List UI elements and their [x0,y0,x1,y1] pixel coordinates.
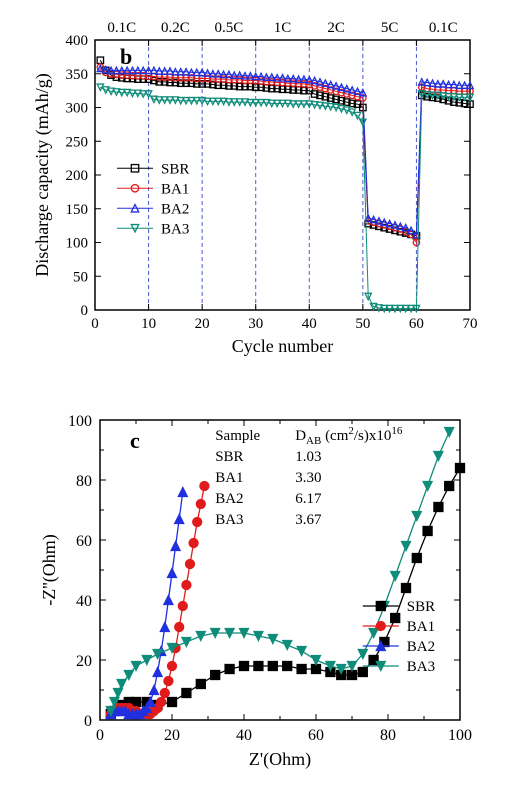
svg-text:40: 40 [302,316,317,332]
svg-text:350: 350 [66,67,89,83]
svg-text:SBR: SBR [215,449,243,465]
svg-text:40: 40 [236,727,252,744]
svg-text:70: 70 [463,316,478,332]
svg-text:60: 60 [409,316,424,332]
svg-text:0: 0 [96,727,104,744]
svg-text:100: 100 [68,413,92,430]
svg-text:1C: 1C [274,20,292,36]
svg-text:0.2C: 0.2C [161,20,190,36]
svg-text:0.5C: 0.5C [215,20,244,36]
svg-text:30: 30 [248,316,263,332]
series-SBR [106,464,464,719]
svg-text:BA1: BA1 [407,619,435,635]
svg-text:60: 60 [308,727,324,744]
svg-text:BA2: BA2 [161,201,189,217]
svg-text:BA1: BA1 [161,181,189,197]
svg-text:20: 20 [195,316,210,332]
svg-text:Cycle number: Cycle number [232,336,333,356]
svg-text:SBR: SBR [407,599,435,615]
svg-text:3.67: 3.67 [295,512,322,528]
svg-text:Z'(Ohm): Z'(Ohm) [249,749,311,770]
svg-text:1.03: 1.03 [295,449,321,465]
panel-c: 0 20 40 60 80 100 0 20 40 60 80 100 Z'(Ohm) -Z''(Ohm)… [30,400,480,780]
svg-text:-Z''(Ohm): -Z''(Ohm) [39,534,60,605]
svg-text:100: 100 [66,236,89,252]
chart-b: 0 10 20 30 40 50 60 70 0 50 100 150 200 250 300 350 400 0… [30,10,480,360]
svg-text:0: 0 [81,303,89,319]
svg-text:100: 100 [448,727,472,744]
svg-text:50: 50 [355,316,370,332]
svg-text:DAB (cm2/s)x1016: DAB (cm2/s)x1016 [295,425,403,447]
svg-text:0.1C: 0.1C [107,20,136,36]
svg-text:b: b [120,44,132,69]
svg-text:0: 0 [91,316,99,332]
svg-text:0: 0 [84,713,92,730]
svg-text:300: 300 [66,101,89,117]
svg-text:150: 150 [66,202,89,218]
svg-text:BA2: BA2 [215,491,243,507]
svg-text:Discharge capacity (mAh/g): Discharge capacity (mAh/g) [32,73,53,277]
svg-text:50: 50 [73,269,88,285]
svg-text:20: 20 [76,653,92,670]
svg-text:400: 400 [66,33,89,49]
svg-text:20: 20 [164,727,180,744]
series-BA2 [106,488,187,719]
svg-text:BA3: BA3 [161,221,189,237]
svg-text:0.1C: 0.1C [429,20,458,36]
svg-text:80: 80 [76,473,92,490]
svg-text:Sample: Sample [215,428,260,444]
chart-c: 0 20 40 60 80 100 0 20 40 60 80 100 Z'(Ohm) -Z''(Ohm)… [30,400,480,780]
svg-text:40: 40 [76,593,92,610]
svg-text:c: c [130,428,140,453]
svg-text:80: 80 [380,727,396,744]
panel-b: 0 10 20 30 40 50 60 70 0 50 100 150 200 250 300 350 400 0… [30,10,480,360]
svg-text:5C: 5C [381,20,399,36]
svg-text:BA2: BA2 [407,639,435,655]
svg-text:BA3: BA3 [215,512,243,528]
svg-text:10: 10 [141,316,156,332]
svg-text:2C: 2C [327,20,345,36]
svg-text:BA3: BA3 [407,659,435,675]
svg-text:SBR: SBR [161,161,189,177]
svg-text:60: 60 [76,533,92,550]
svg-text:200: 200 [66,168,89,184]
svg-text:3.30: 3.30 [295,470,321,486]
svg-text:250: 250 [66,134,89,150]
svg-text:6.17: 6.17 [295,491,322,507]
svg-text:BA1: BA1 [215,470,243,486]
